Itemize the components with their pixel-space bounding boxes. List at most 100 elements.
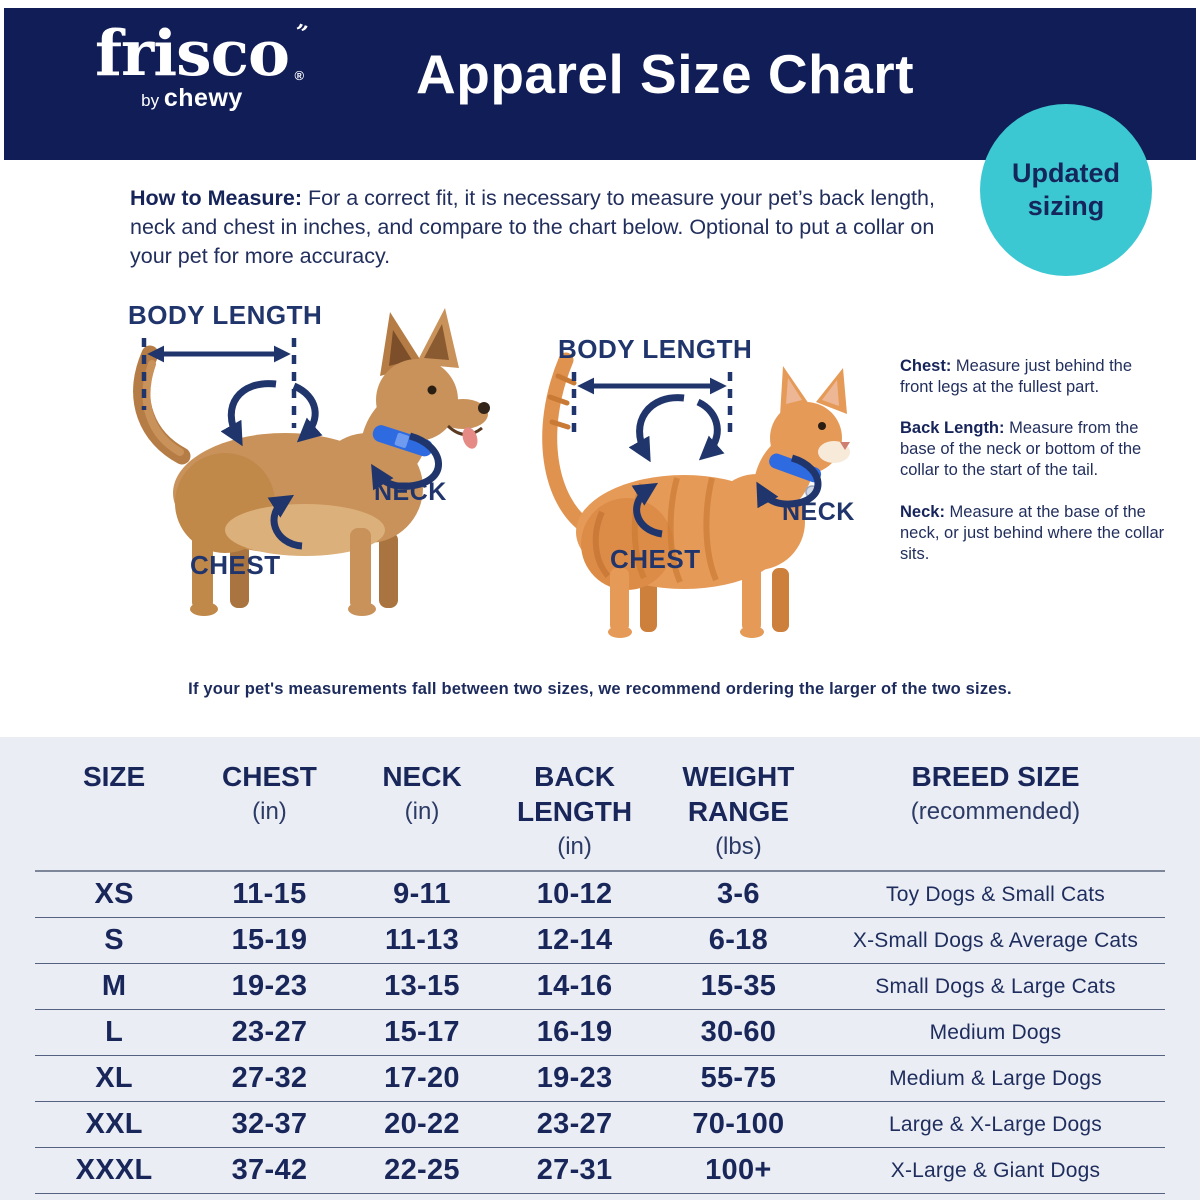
cell-back-length: 16-19 (536, 1016, 613, 1048)
cell-weight: 30-60 (700, 1016, 777, 1048)
cell-breed: Small Dogs & Large Cats (875, 974, 1116, 998)
between-sizes-note: If your pet's measurements fall between … (188, 680, 1012, 698)
frisco-wordmark: frisco” ® (94, 16, 309, 90)
cat-collar (769, 453, 822, 483)
dog-measurement-diagram: BODY LENGTH NECK CHEST (128, 300, 490, 616)
measuring-tips: Chest: Measure just behind the front leg… (900, 356, 1168, 585)
column-header: CHEST (in) (193, 759, 346, 871)
tip-chest-text: Measure just behind the front legs at th… (900, 357, 1133, 397)
column-header-line: (in) (557, 833, 592, 860)
table-row: L 23-27 15-17 16-19 30-60 Medium Dogs (35, 1009, 1165, 1056)
tip-neck-label: Neck: (900, 502, 945, 521)
frisco-logo: frisco” ® by chewy (64, 16, 320, 113)
cell-breed: Toy Dogs & Small Cats (886, 882, 1105, 906)
cell-weight: 6-18 (708, 924, 769, 956)
column-header-line: (recommended) (910, 798, 1081, 825)
size-table: SIZE CHEST (in) NECK (in) BACK LENGTH (in) WEIGH… (35, 759, 1165, 1194)
table-row: S 15-19 11-13 12-14 6-18 X-Small Dogs & … (35, 917, 1165, 964)
tip-neck: Neck: Measure at the base of the neck, o… (900, 502, 1168, 565)
column-header-line: RANGE (687, 796, 789, 827)
cell-back-length: 14-16 (536, 970, 613, 1002)
table-row: XL 27-32 17-20 19-23 55-75 Medium & Larg… (35, 1055, 1165, 1102)
cat-measurement-diagram: BODY LENGTH NECK CHEST (542, 334, 855, 638)
cell-neck: 22-25 (384, 1154, 460, 1186)
cell-size: L (105, 1016, 124, 1048)
cell-chest: 23-27 (231, 1016, 308, 1048)
cell-weight: 15-35 (700, 970, 777, 1002)
by-label: by (141, 91, 160, 111)
cell-chest: 11-15 (232, 878, 307, 910)
tip-chest-label: Chest: (900, 357, 952, 375)
column-header: SIZE (35, 759, 193, 871)
updated-sizing-badge: Updated sizing (980, 104, 1152, 276)
tip-back-length-text: Measure from the base of the neck or bot… (900, 419, 1142, 480)
cell-neck: 15-17 (384, 1016, 460, 1048)
cell-breed: X-Large & Giant Dogs (890, 1158, 1101, 1182)
how-to-measure-label: How to Measure: (130, 186, 303, 210)
column-header-line: CHEST (222, 761, 317, 792)
column-header-line: NECK (382, 761, 462, 792)
size-table-body: XS 11-15 9-11 10-12 3-6 Toy Dogs & Small… (35, 871, 1165, 1194)
how-to-measure-text: For a correct fit, it is necessary to me… (130, 186, 935, 269)
size-table-section: SIZE CHEST (in) NECK (in) BACK LENGTH (in) WEIGH… (0, 737, 1200, 1200)
cell-breed: Large & X-Large Dogs (889, 1112, 1102, 1136)
column-header-line: (in) (252, 798, 287, 825)
cell-back-length: 10-12 (536, 878, 613, 910)
cell-chest: 19-23 (231, 970, 308, 1002)
cat-photo (542, 352, 850, 638)
tip-chest: Chest: Measure just behind the front leg… (900, 356, 1168, 398)
table-row: M 19-23 13-15 14-16 15-35 Small Dogs & L… (35, 963, 1165, 1010)
header-band: frisco” ® by chewy Apparel Size Chart (4, 8, 1196, 160)
dog-annotations: BODY LENGTH NECK CHEST (128, 300, 447, 580)
column-header-line: BREED SIZE (911, 761, 1080, 792)
cell-neck: 17-20 (384, 1062, 460, 1094)
cell-size: XS (94, 878, 134, 910)
column-header: NECK (in) (346, 759, 499, 871)
cell-size: XXXL (75, 1154, 153, 1186)
column-header-line: WEIGHT (682, 761, 795, 792)
cell-back-length: 12-14 (536, 924, 613, 956)
cat-neck-label: NECK (782, 498, 855, 526)
logo-flourish-icon: ” (290, 19, 309, 48)
column-header: BREED SIZE (recommended) (826, 759, 1165, 871)
cell-size: XL (95, 1062, 133, 1094)
cell-neck: 13-15 (384, 970, 460, 1002)
by-chewy: by chewy (64, 84, 320, 113)
chewy-wordmark: chewy (163, 84, 243, 113)
cat-annotations: BODY LENGTH NECK CHEST (558, 334, 855, 574)
cell-neck: 11-13 (384, 924, 460, 956)
tip-back-length: Back Length: Measure from the base of th… (900, 418, 1168, 481)
tip-neck-text: Measure at the base of the neck, or just… (900, 502, 1165, 563)
dog-chest-label: CHEST (190, 550, 281, 580)
cell-back-length: 19-23 (536, 1062, 613, 1094)
cell-neck: 9-11 (393, 878, 451, 910)
cat-body-length-label: BODY LENGTH (558, 334, 752, 364)
cell-breed: Medium Dogs (929, 1020, 1062, 1044)
cell-size: M (101, 970, 127, 1002)
cell-chest: 37-42 (231, 1154, 308, 1186)
dog-body-length-label: BODY LENGTH (128, 300, 322, 330)
column-header-line: LENGTH (517, 796, 633, 827)
registered-mark: ® (294, 67, 304, 83)
column-header: WEIGHT RANGE (lbs) (651, 759, 826, 871)
dog-neck-label: NECK (374, 478, 447, 506)
table-row: XXXL 37-42 22-25 27-31 100+ X-Large & Gi… (35, 1147, 1165, 1194)
cell-weight: 55-75 (700, 1062, 777, 1094)
dog-photo (133, 308, 490, 616)
badge-line2: sizing (1027, 191, 1105, 221)
cell-size: S (104, 924, 124, 956)
dog-collar (372, 425, 433, 457)
page-title: Apparel Size Chart (416, 43, 915, 105)
how-to-measure-paragraph: How to Measure: For a correct fit, it is… (130, 184, 948, 272)
tip-back-length-label: Back Length: (900, 419, 1005, 438)
size-table-header-row: SIZE CHEST (in) NECK (in) BACK LENGTH (in) WEIGH… (35, 759, 1165, 871)
cell-breed: X-Small Dogs & Average Cats (852, 928, 1139, 952)
cell-chest: 32-37 (231, 1108, 308, 1140)
column-header: BACK LENGTH (in) (498, 759, 651, 871)
cell-weight: 3-6 (716, 878, 760, 910)
cell-size: XXL (85, 1108, 143, 1140)
cell-back-length: 27-31 (536, 1154, 613, 1186)
cell-back-length: 23-27 (536, 1108, 613, 1140)
cell-weight: 100+ (705, 1154, 772, 1186)
